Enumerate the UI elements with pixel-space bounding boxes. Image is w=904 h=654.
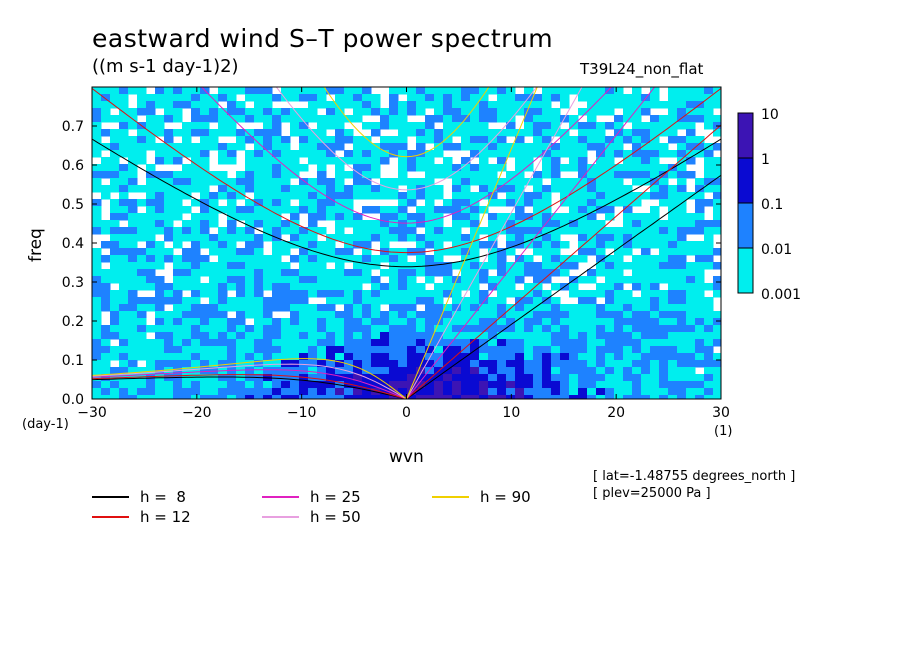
y-tick-label: 0.6 [62, 158, 84, 174]
rossby-curve [92, 363, 407, 399]
colorbar-segment [737, 247, 754, 294]
x-tick-label: −10 [287, 405, 317, 421]
y-axis-unit: (day-1) [22, 417, 69, 432]
rossby-curve [92, 358, 407, 399]
latitude-annotation: [ lat=-1.48755 degrees_north ] [593, 469, 796, 484]
legend-swatch [92, 516, 129, 518]
kelvin-curve [406, 124, 721, 399]
inertio-gravity-curve [275, 87, 538, 191]
legend-swatch [432, 496, 469, 498]
colorbar-label: 0.01 [761, 242, 792, 258]
colorbar-label: 1 [761, 152, 770, 168]
legend-label: h = 50 [310, 508, 361, 526]
y-tick-label: 0.1 [62, 353, 84, 369]
power-field [92, 87, 721, 399]
colorbar-label: 0.001 [761, 287, 801, 303]
x-tick-label: 30 [712, 405, 730, 421]
kelvin-curve [406, 87, 656, 399]
colorbar-label: 0.1 [761, 197, 783, 213]
legend-label: h = 12 [140, 508, 191, 526]
run-label: T39L24_non_flat [580, 60, 704, 78]
x-tick-label: −30 [77, 405, 107, 421]
y-tick-label: 0.3 [62, 275, 84, 291]
colorbar-segment [737, 202, 754, 249]
inertio-gravity-curve [323, 87, 490, 158]
x-tick-label: −20 [182, 405, 212, 421]
axes: −30 −20 −10 0 10 20 30 0.0 0.1 0.2 0.3 0.4 0.5 0.6 0.7 [62, 87, 730, 421]
legend-label: h = 8 [140, 488, 186, 506]
y-tick-label: 0.0 [62, 392, 84, 408]
rossby-curve [92, 374, 407, 399]
legend-label: h = 90 [480, 488, 531, 506]
x-axis-unit: (1) [714, 424, 733, 439]
x-tick-label: 0 [402, 405, 411, 421]
legend-label: h = 25 [310, 488, 361, 506]
y-axis-label: freq [26, 228, 46, 262]
units-label: ((m s-1 day-1)2) [92, 56, 239, 77]
kelvin-curve [406, 87, 583, 399]
inertio-gravity-curve [200, 87, 613, 224]
y-tick-label: 0.4 [62, 236, 84, 252]
x-tick-label: 20 [607, 405, 625, 421]
chart-title: eastward wind S–T power spectrum [92, 24, 554, 53]
pressure-annotation: [ plev=25000 Pa ] [593, 486, 711, 501]
legend-swatch [262, 496, 299, 498]
rossby-curve [92, 376, 407, 399]
rossby-curve [92, 369, 407, 399]
legend-swatch [92, 496, 129, 498]
dispersion-curves [92, 87, 721, 399]
inertio-gravity-curve [92, 88, 721, 254]
kelvin-curve [406, 87, 538, 399]
y-tick-label: 0.5 [62, 197, 84, 213]
y-tick-label: 0.7 [62, 119, 84, 135]
inertio-gravity-curve [92, 138, 721, 268]
x-axis-label: wvn [389, 447, 424, 467]
colorbar-label: 10 [761, 107, 779, 123]
colorbar: 0.001 0.01 0.1 1 10 [737, 107, 801, 303]
colorbar-segment [737, 157, 754, 204]
x-tick-label: 10 [502, 405, 520, 421]
colorbar-segment [737, 112, 754, 159]
y-tick-label: 0.2 [62, 314, 84, 330]
kelvin-curve [406, 174, 721, 399]
legend-swatch [262, 516, 299, 518]
